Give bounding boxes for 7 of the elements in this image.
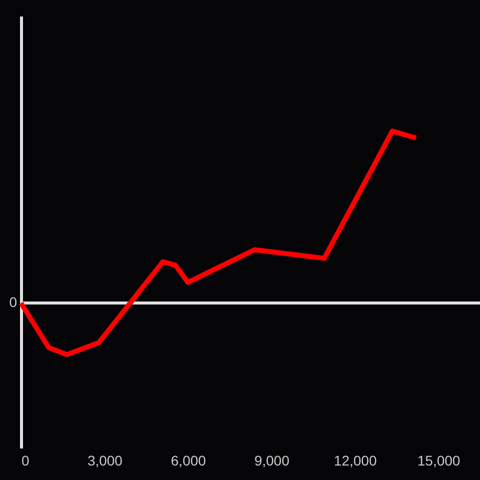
- x-tick-label: 15,000: [417, 452, 460, 468]
- x-tick-label: 12,000: [334, 452, 377, 468]
- x-tick-label: 9,000: [254, 452, 290, 468]
- x-tick-label: 3,000: [87, 452, 123, 468]
- x-tick-label: 6,000: [170, 452, 206, 468]
- x-tick-label: 0: [22, 452, 30, 468]
- ref-line-label: 0: [9, 294, 18, 310]
